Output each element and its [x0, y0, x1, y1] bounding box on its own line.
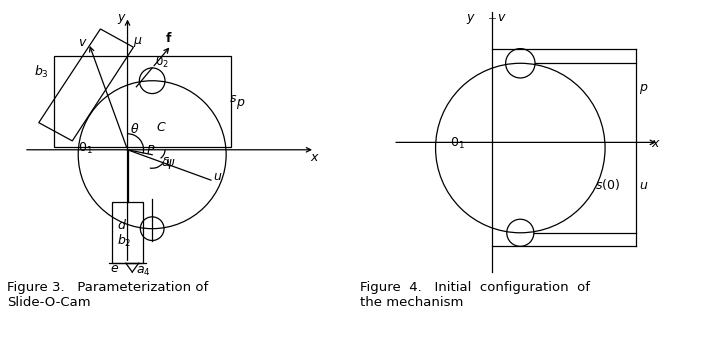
Text: $x$: $x$	[652, 137, 662, 150]
Text: $\psi$: $\psi$	[165, 157, 176, 171]
Bar	[54, 56, 231, 147]
Bar	[112, 202, 143, 263]
Text: $\theta$: $\theta$	[131, 121, 140, 136]
Text: $p$: $p$	[639, 82, 648, 96]
Text: $0_1$: $0_1$	[450, 136, 465, 151]
Text: $u$: $u$	[213, 170, 223, 183]
Text: $\mathbf{f}$: $\mathbf{f}$	[164, 31, 172, 45]
Text: $C$: $C$	[156, 121, 167, 134]
Text: $b_3$: $b_3$	[34, 64, 49, 80]
Text: $e$: $e$	[110, 262, 119, 275]
Text: $\delta$: $\delta$	[161, 156, 170, 168]
Text: $x$: $x$	[310, 151, 320, 164]
Text: Figure 3.   Parameterization of
Slide-O-Cam: Figure 3. Parameterization of Slide-O-Ca…	[7, 281, 208, 310]
Text: $p$: $p$	[236, 97, 246, 111]
Text: $0_1$: $0_1$	[78, 141, 93, 156]
Text: $y$: $y$	[116, 12, 126, 25]
Text: $0_2$: $0_2$	[155, 55, 169, 70]
Text: $d$: $d$	[116, 218, 126, 232]
Text: $a_4$: $a_4$	[136, 265, 151, 278]
Text: $s(0)$: $s(0)$	[595, 177, 621, 192]
Text: $s$: $s$	[229, 92, 237, 105]
Text: $b_2$: $b_2$	[116, 233, 131, 249]
Text: $v$: $v$	[496, 11, 506, 24]
Text: $u$: $u$	[639, 179, 648, 192]
Text: Figure  4.   Initial  configuration  of
the mechanism: Figure 4. Initial configuration of the m…	[360, 281, 590, 310]
Text: $\mu$: $\mu$	[133, 35, 143, 49]
Text: $v$: $v$	[78, 36, 88, 49]
Text: $y$: $y$	[467, 12, 477, 26]
Text: $P$: $P$	[145, 144, 155, 157]
